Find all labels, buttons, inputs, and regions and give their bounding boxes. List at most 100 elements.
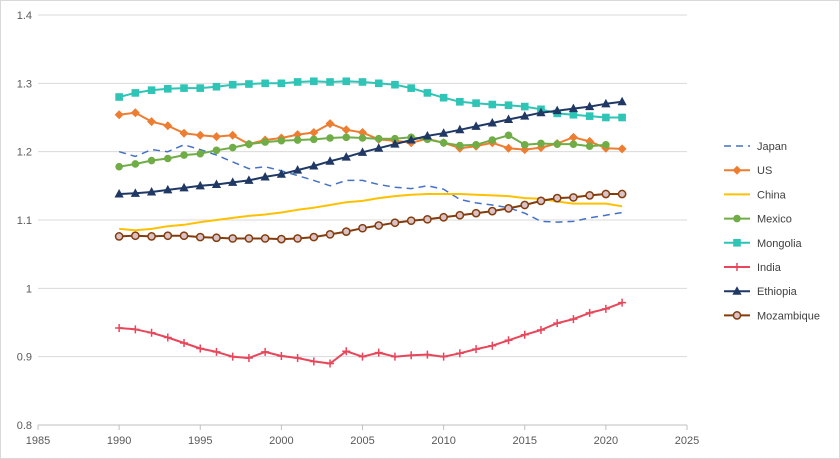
series-mongolia-point: [245, 80, 253, 88]
x-tick-label: 2020: [594, 435, 618, 447]
series-mongolia: [115, 77, 626, 122]
series-mexico-point: [569, 140, 578, 148]
legend-mozambique-point: [732, 311, 742, 320]
y-tick-label: 1.1: [17, 215, 32, 227]
legend-mozambique: Mozambique: [724, 310, 820, 322]
series-mozambique-point: [439, 212, 448, 222]
series-mexico-point: [342, 133, 351, 142]
legend-us: US: [724, 165, 772, 177]
series-mongolia-point: [147, 86, 156, 94]
series-mozambique-point: [163, 231, 173, 241]
series-mongolia-point: [115, 93, 123, 101]
series-india-point: [228, 352, 237, 361]
series-us-point: [179, 128, 189, 138]
series-india-point: [472, 345, 481, 354]
series-mongolia-point: [277, 79, 286, 88]
series-mongolia-point: [439, 93, 448, 102]
series-us-point: [309, 128, 319, 138]
series-mongolia-point: [602, 113, 610, 122]
series-ethiopia-point: [520, 111, 530, 120]
series-us-point: [504, 143, 514, 153]
series-ethiopia-point: [293, 165, 303, 174]
series-mozambique-point: [601, 189, 611, 199]
series-india-point: [180, 339, 189, 347]
series-mozambique-point: [293, 234, 302, 243]
series-ethiopia-point: [439, 128, 449, 137]
series-india-point: [309, 357, 318, 366]
series-us-point: [617, 144, 627, 154]
series-mexico-point: [602, 141, 610, 149]
series-india-point: [439, 352, 448, 361]
series-ethiopia-point: [211, 179, 222, 188]
series-ethiopia-point: [487, 117, 497, 127]
series-mozambique-point: [131, 231, 140, 241]
series-ethiopia-point: [568, 103, 579, 113]
y-tick-label: 1.3: [17, 78, 32, 90]
series-india-point: [601, 304, 610, 313]
y-tick-label: 1: [26, 283, 32, 295]
series-mongolia-point: [374, 79, 383, 88]
series-mozambique-point: [147, 232, 156, 241]
series-mongolia-point: [423, 89, 432, 97]
series-mexico-point: [147, 156, 156, 165]
series-mozambique-point: [309, 232, 319, 242]
series-mexico-point: [164, 154, 172, 163]
series-ethiopia-point: [114, 189, 124, 198]
series-mongolia-point: [358, 78, 367, 86]
series-mongolia-point: [618, 113, 626, 122]
legend-ethiopia-point: [732, 286, 742, 295]
series-mexico-point: [310, 135, 318, 144]
series-ethiopia-point: [503, 114, 514, 124]
series-ethiopia-point: [146, 186, 157, 196]
series-mongolia-point: [407, 84, 415, 92]
series-mozambique-point: [195, 232, 205, 242]
series-ethiopia-point: [130, 188, 140, 197]
legend-ethiopia-label: Ethiopia: [757, 286, 798, 298]
x-tick-label: 1990: [107, 435, 131, 447]
series-mongolia-point: [520, 102, 529, 111]
series-us-point: [130, 108, 140, 118]
series-mongolia-point: [585, 112, 594, 120]
series-mongolia-point: [164, 85, 172, 93]
y-tick-label: 1.4: [17, 10, 32, 22]
series-mozambique-point: [244, 234, 254, 243]
series-mexico-point: [537, 139, 545, 148]
series-mongolia-point: [131, 89, 140, 97]
legend-china: China: [724, 189, 787, 201]
series-india-point: [569, 315, 578, 324]
series-mongolia-point: [196, 84, 205, 92]
series-mexico-point: [261, 138, 269, 146]
series-us-point: [228, 130, 238, 140]
series-mexico-point: [488, 136, 497, 144]
series-mexico-point: [326, 134, 334, 142]
series-mexico-point: [585, 142, 594, 150]
series-india-point: [520, 330, 529, 339]
legend-china-label: China: [757, 189, 787, 201]
x-tick-label: 2005: [350, 435, 374, 447]
series-india-point: [277, 351, 286, 360]
legend-ethiopia: Ethiopia: [724, 286, 798, 298]
series-india-point: [390, 352, 399, 361]
series-india-point: [358, 352, 367, 361]
series-ethiopia-point: [552, 105, 562, 115]
series-india-point: [455, 349, 464, 358]
series-mozambique-point: [358, 223, 367, 233]
series-ethiopia-point: [341, 152, 351, 161]
series-ethiopia-point: [471, 121, 481, 130]
series-mexico-point: [520, 141, 529, 149]
series-india-point: [504, 336, 513, 345]
series-mexico-point: [504, 131, 513, 140]
legend-japan: Japan: [724, 141, 787, 153]
series-mexico: [115, 131, 610, 171]
series-mozambique-point: [260, 234, 270, 243]
series-mongolia-point: [504, 101, 513, 109]
x-tick-label: 2025: [675, 435, 699, 447]
series-india-point: [131, 325, 140, 334]
x-tick-label: 2010: [431, 435, 455, 447]
x-tick-label: 2000: [269, 435, 293, 447]
series-mongolia-point: [342, 77, 351, 86]
series-mongolia-point: [456, 97, 464, 106]
series-india-point: [163, 333, 172, 342]
